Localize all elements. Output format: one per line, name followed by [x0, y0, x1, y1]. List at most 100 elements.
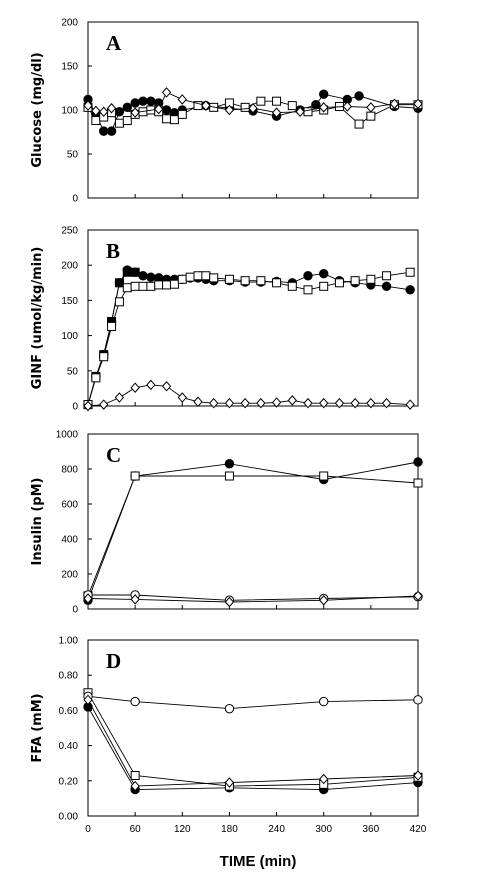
data-point — [161, 381, 172, 392]
data-point — [122, 267, 132, 277]
data-point — [106, 126, 117, 136]
data-point — [146, 379, 156, 391]
data-point — [130, 281, 140, 291]
data-point — [201, 271, 211, 281]
data-point — [130, 98, 140, 108]
data-point — [83, 694, 93, 706]
data-point — [319, 397, 329, 409]
data-point — [413, 98, 423, 110]
x-tick-label: 0 — [85, 824, 91, 835]
data-point — [177, 392, 187, 403]
series-open-diamond — [83, 590, 423, 608]
data-point — [256, 96, 266, 106]
data-point — [83, 400, 93, 412]
data-point — [130, 471, 140, 481]
data-point — [224, 397, 235, 409]
x-tick-label: 360 — [363, 824, 380, 835]
panel-label: D — [106, 649, 121, 673]
data-point — [130, 771, 140, 781]
data-point — [413, 770, 423, 781]
data-point — [122, 116, 132, 126]
data-point — [366, 274, 376, 284]
data-point — [248, 102, 258, 114]
data-point — [272, 278, 282, 288]
data-point — [130, 107, 140, 118]
x-tick-label: 420 — [410, 824, 427, 835]
data-point — [130, 594, 140, 605]
y-tick-label: 800 — [61, 465, 78, 476]
data-point — [256, 276, 266, 286]
data-point — [83, 593, 93, 604]
data-point — [413, 457, 423, 467]
x-tick-label: 300 — [315, 824, 332, 835]
data-point — [224, 104, 235, 116]
data-point — [99, 106, 109, 118]
data-point — [287, 101, 297, 111]
x-tick-label: 60 — [130, 824, 142, 835]
data-point — [209, 273, 219, 283]
data-point — [154, 280, 164, 290]
y-tick-label: 250 — [61, 226, 78, 237]
data-point — [162, 280, 172, 290]
data-point — [169, 115, 179, 125]
data-point — [287, 281, 297, 291]
data-point — [303, 397, 313, 409]
data-point — [240, 276, 250, 286]
y-tick-label: 0.00 — [59, 812, 79, 823]
y-tick-label: 0.40 — [59, 741, 79, 752]
data-point — [224, 274, 234, 284]
data-point — [154, 103, 164, 115]
series-line — [87, 475, 419, 597]
data-point — [287, 395, 297, 406]
data-point — [303, 285, 313, 295]
data-point — [130, 696, 140, 707]
plot-frame — [87, 229, 419, 407]
data-point — [91, 105, 101, 117]
data-point — [319, 89, 329, 99]
y-tick-label: 200 — [61, 18, 78, 29]
data-point — [177, 274, 187, 284]
panel-d: 0.00 0.20 0.40 0.60 0.80 1.00 0 60 120 180 240 300 3… — [30, 636, 427, 836]
y-tick-label: 0.20 — [59, 776, 79, 787]
data-point — [366, 397, 376, 409]
data-point — [413, 478, 423, 488]
data-point — [138, 96, 148, 106]
data-point — [162, 114, 172, 124]
series-open-diamond — [83, 379, 415, 412]
data-point — [319, 471, 329, 481]
series-filled-circle — [83, 702, 423, 795]
y-tick-label: 0.80 — [59, 671, 79, 682]
data-point — [389, 98, 400, 110]
data-point — [138, 271, 148, 281]
data-point — [209, 397, 219, 409]
data-point — [366, 102, 376, 113]
data-point — [350, 397, 360, 409]
data-point — [366, 111, 376, 121]
data-point — [240, 397, 250, 409]
data-point — [146, 272, 156, 282]
data-point — [83, 100, 93, 111]
x-tick-label: 240 — [268, 824, 285, 835]
y-tick-label: 0 — [72, 605, 78, 616]
y-tick-label: 50 — [67, 150, 79, 161]
data-point — [319, 773, 329, 785]
y-axis-title: GINF (umol/kg/min) — [30, 247, 45, 390]
y-tick-label: 150 — [61, 296, 78, 307]
y-tick-label: 100 — [61, 106, 78, 117]
x-tick-label: 180 — [221, 824, 238, 835]
data-point — [354, 119, 364, 129]
y-tick-label: 400 — [61, 535, 78, 546]
data-point — [271, 397, 282, 408]
data-point — [224, 777, 235, 788]
data-point — [381, 281, 392, 292]
data-point — [122, 283, 132, 293]
y-axis-title: FFA (mM) — [30, 693, 45, 762]
y-tick-label: 150 — [61, 62, 78, 73]
data-point — [311, 100, 321, 110]
data-point — [177, 109, 187, 119]
data-point — [130, 382, 140, 393]
plot-frame — [87, 433, 419, 610]
panel-b: 0 50 100 150 200 250 GINF (umol/kg/min) B — [30, 226, 419, 413]
panel-c: 0 200 400 600 800 1000 Insulin (pM) C — [30, 430, 423, 616]
